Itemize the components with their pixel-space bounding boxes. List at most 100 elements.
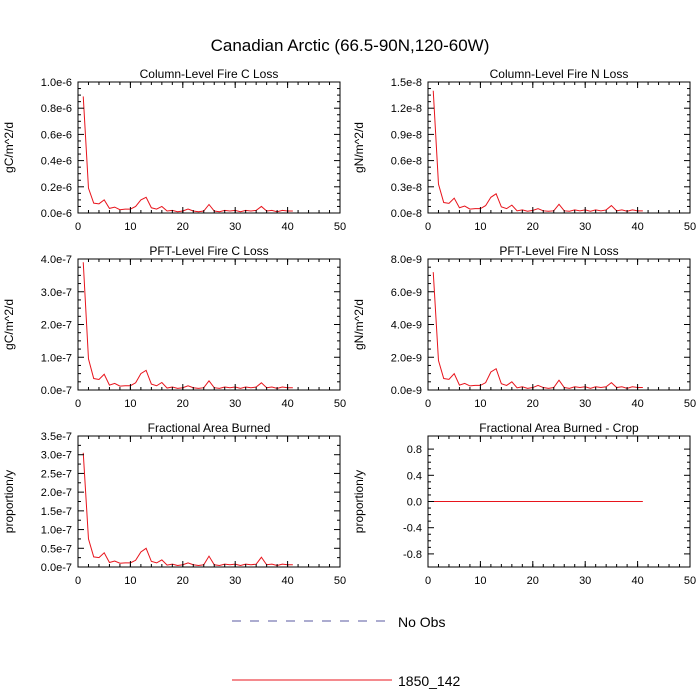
series-line-1850-142-column-level-fire-n-loss (432, 90, 643, 212)
y-axis-label: gN/m^2/d (352, 299, 366, 350)
y-tick-label: 0.2e-6 (41, 182, 72, 194)
y-tick-label: 2.0e-7 (41, 487, 72, 499)
legend-label-1850-142: 1850_142 (398, 673, 461, 689)
panel-pft-level-fire-c-loss: 0 10 20 30 40 50 0.0e-7 1.0e-7 2.0e-7 3.0e-7 4.0e-… (2, 244, 346, 410)
y-axis-label: proportion/y (2, 470, 16, 533)
y-tick-label: 3.0e-7 (41, 287, 72, 299)
panel-fractional-area-burned-crop: 0 10 20 30 40 50 -0.8 -0.4 0.0 0.4 0.8 Fractional A… (352, 421, 696, 587)
y-tick-label: 2.0e-7 (41, 320, 72, 332)
y-tick-label: 1.0e-7 (41, 352, 72, 364)
x-tick-label: 20 (177, 398, 189, 410)
x-tick-label: 40 (631, 398, 643, 410)
x-tick-label: 10 (474, 221, 486, 233)
x-tick-label: 40 (281, 398, 293, 410)
y-axis-label: gN/m^2/d (352, 122, 366, 173)
x-tick-label: 30 (579, 398, 591, 410)
y-tick-label: 3.0e-7 (41, 450, 72, 462)
x-tick-label: 30 (229, 575, 241, 587)
x-tick-label: 10 (124, 575, 136, 587)
x-tick-label: 0 (75, 575, 81, 587)
y-tick-label: -0.8 (403, 549, 422, 561)
y-tick-label: 0.0e-7 (41, 562, 72, 574)
y-tick-label: 0.4 (407, 470, 422, 482)
y-tick-label: 4.0e-9 (391, 320, 422, 332)
y-tick-label: 0.0e-6 (41, 208, 72, 220)
x-tick-label: 40 (631, 221, 643, 233)
y-tick-label: 2.0e-9 (391, 352, 422, 364)
y-tick-label: 1.2e-8 (391, 103, 422, 115)
x-tick-label: 20 (527, 221, 539, 233)
x-tick-label: 40 (281, 221, 293, 233)
x-tick-label: 20 (527, 575, 539, 587)
x-tick-label: 50 (684, 221, 696, 233)
y-axis-label: proportion/y (352, 470, 366, 533)
x-tick-label: 30 (229, 398, 241, 410)
y-tick-label: 4.0e-7 (41, 254, 72, 266)
panel-title: Column-Level Fire N Loss (490, 67, 629, 81)
y-tick-label: 0.6e-8 (391, 156, 422, 168)
x-tick-label: 20 (177, 221, 189, 233)
y-tick-label: 0.0e-8 (391, 208, 422, 220)
series-line-1850-142-fractional-area-burned (82, 452, 293, 567)
y-tick-label: 0.8 (407, 444, 422, 456)
x-tick-label: 50 (684, 398, 696, 410)
y-tick-label: 0.8e-6 (41, 103, 72, 115)
x-tick-label: 50 (334, 221, 346, 233)
panel-column-level-fire-c-loss: 0 10 20 30 40 50 0.0e-6 0.2e-6 0.4e-6 0.6e-6 0.8e-… (2, 67, 346, 233)
series-line-1850-142-pft-level-fire-n-loss (432, 272, 643, 389)
y-tick-label: -0.4 (403, 523, 422, 535)
x-tick-label: 10 (474, 398, 486, 410)
x-tick-label: 0 (425, 575, 431, 587)
x-tick-label: 10 (124, 398, 136, 410)
y-tick-label: 1.0e-6 (41, 77, 72, 89)
y-tick-label: 0.6e-6 (41, 129, 72, 141)
y-tick-label: 0.5e-7 (41, 543, 72, 555)
series-line-1850-142-pft-level-fire-c-loss (82, 262, 293, 389)
y-tick-label: 0.0 (407, 497, 422, 509)
legend-label-no-obs: No Obs (398, 614, 445, 630)
y-tick-label: 0.4e-6 (41, 156, 72, 168)
x-tick-label: 50 (684, 575, 696, 587)
panels: 0 10 20 30 40 50 0.0e-6 0.2e-6 0.4e-6 0.6e-6 0.8e-… (2, 67, 696, 587)
panel-title: Fractional Area Burned - Crop (479, 421, 639, 435)
panel-title: PFT-Level Fire N Loss (499, 244, 618, 258)
y-tick-label: 0.0e-9 (391, 385, 422, 397)
x-tick-label: 30 (579, 575, 591, 587)
panel-title: Fractional Area Burned (148, 421, 271, 435)
y-axis-label: gC/m^2/d (2, 299, 16, 350)
x-tick-label: 0 (425, 398, 431, 410)
panel-title: PFT-Level Fire C Loss (149, 244, 268, 258)
y-tick-label: 1.0e-7 (41, 525, 72, 537)
x-tick-label: 50 (334, 398, 346, 410)
x-tick-label: 40 (631, 575, 643, 587)
y-tick-label: 1.5e-8 (391, 77, 422, 89)
y-tick-label: 8.0e-9 (391, 254, 422, 266)
y-tick-label: 2.5e-7 (41, 468, 72, 480)
y-axis-label: gC/m^2/d (2, 122, 16, 173)
x-tick-label: 10 (124, 221, 136, 233)
y-tick-label: 1.5e-7 (41, 506, 72, 518)
x-tick-label: 40 (281, 575, 293, 587)
x-tick-label: 0 (425, 221, 431, 233)
x-tick-label: 20 (177, 575, 189, 587)
y-tick-label: 6.0e-9 (391, 287, 422, 299)
x-tick-label: 0 (75, 398, 81, 410)
panel-column-level-fire-n-loss: 0 10 20 30 40 50 0.0e-8 0.3e-8 0.6e-8 0.9e-8 1.2e-… (352, 67, 696, 233)
y-tick-label: 0.0e-7 (41, 385, 72, 397)
y-tick-label: 0.3e-8 (391, 182, 422, 194)
y-tick-label: 0.9e-8 (391, 129, 422, 141)
x-tick-label: 10 (474, 575, 486, 587)
x-tick-label: 50 (334, 575, 346, 587)
x-tick-label: 30 (579, 221, 591, 233)
panel-title: Column-Level Fire C Loss (140, 67, 279, 81)
x-tick-label: 0 (75, 221, 81, 233)
panel-fractional-area-burned: 0 10 20 30 40 50 0.0e-7 0.5e-7 1.0e-7 1.5e-7 2.0e-… (2, 421, 346, 587)
legend: No Obs 1850_142 (232, 614, 461, 689)
figure-title: Canadian Arctic (66.5-90N,120-60W) (211, 36, 490, 55)
x-tick-label: 20 (527, 398, 539, 410)
x-tick-label: 30 (229, 221, 241, 233)
series-line-1850-142-column-level-fire-c-loss (82, 96, 293, 213)
y-tick-label: 3.5e-7 (41, 431, 72, 443)
